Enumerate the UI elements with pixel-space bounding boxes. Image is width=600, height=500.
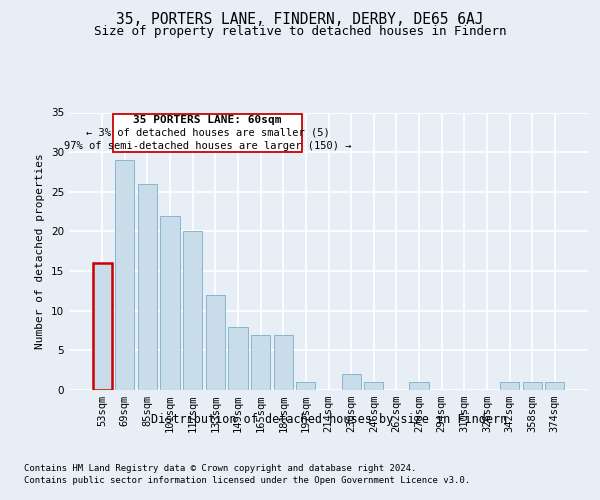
Text: ← 3% of detached houses are smaller (5): ← 3% of detached houses are smaller (5): [86, 128, 329, 138]
Bar: [206, 295, 225, 390]
Bar: [160, 216, 180, 390]
Bar: [523, 382, 542, 390]
Bar: [409, 382, 428, 390]
Text: Size of property relative to detached houses in Findern: Size of property relative to detached ho…: [94, 25, 506, 38]
Bar: [500, 382, 519, 390]
Bar: [364, 382, 383, 390]
Bar: [183, 232, 202, 390]
Bar: [251, 334, 270, 390]
Bar: [138, 184, 157, 390]
FancyBboxPatch shape: [113, 114, 302, 152]
Bar: [115, 160, 134, 390]
Bar: [296, 382, 316, 390]
Text: 97% of semi-detached houses are larger (150) →: 97% of semi-detached houses are larger (…: [64, 140, 351, 150]
Bar: [341, 374, 361, 390]
Y-axis label: Number of detached properties: Number of detached properties: [35, 154, 46, 349]
Bar: [92, 263, 112, 390]
Text: 35, PORTERS LANE, FINDERN, DERBY, DE65 6AJ: 35, PORTERS LANE, FINDERN, DERBY, DE65 6…: [116, 12, 484, 28]
Text: Contains HM Land Registry data © Crown copyright and database right 2024.: Contains HM Land Registry data © Crown c…: [24, 464, 416, 473]
Bar: [229, 326, 248, 390]
Bar: [274, 334, 293, 390]
Text: 35 PORTERS LANE: 60sqm: 35 PORTERS LANE: 60sqm: [133, 115, 282, 125]
Text: Contains public sector information licensed under the Open Government Licence v3: Contains public sector information licen…: [24, 476, 470, 485]
Text: Distribution of detached houses by size in Findern: Distribution of detached houses by size …: [151, 412, 507, 426]
Bar: [545, 382, 565, 390]
